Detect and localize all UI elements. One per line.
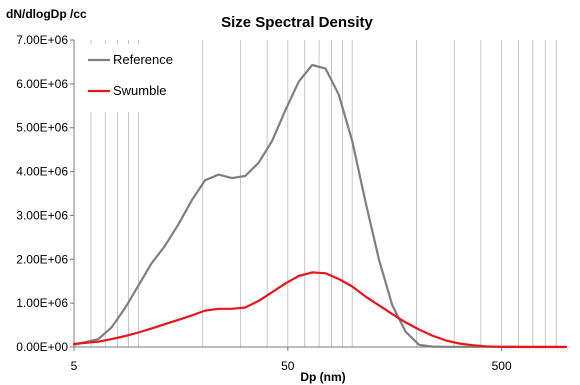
y-tick-label: 3.00E+06 bbox=[16, 208, 68, 222]
legend-label-reference: Reference bbox=[113, 52, 173, 67]
legend-background bbox=[78, 44, 198, 112]
y-tick-label: 5.00E+06 bbox=[16, 121, 68, 135]
x-tick-labels: 5 50 500 bbox=[71, 359, 512, 373]
y-tick-label: 1.00E+06 bbox=[16, 296, 68, 310]
series-lines bbox=[72, 63, 568, 349]
y-tick-label: 0.00E+00 bbox=[16, 340, 68, 354]
x-axis-label: Dp (nm) bbox=[300, 370, 345, 384]
y-tick-label: 7.00E+06 bbox=[16, 33, 68, 47]
legend-label-swumble: Swumble bbox=[113, 83, 166, 98]
legend: Reference Swumble bbox=[78, 44, 198, 112]
y-tick-label: 4.00E+06 bbox=[16, 165, 68, 179]
y-tick-label: 2.00E+06 bbox=[16, 252, 68, 266]
x-tick-label: 500 bbox=[492, 359, 512, 373]
x-tick-label: 5 bbox=[71, 359, 78, 373]
grid-lines bbox=[90, 40, 557, 347]
chart-title: Size Spectral Density bbox=[221, 14, 373, 31]
y-tick-label: 6.00E+06 bbox=[16, 77, 68, 91]
x-tick-label: 50 bbox=[281, 359, 295, 373]
series-line-swumble bbox=[72, 271, 568, 349]
y-axis-label: dN/dlogDp /cc bbox=[6, 7, 87, 21]
y-tick-labels: 0.00E+00 1.00E+06 2.00E+06 3.00E+06 4.00E+06… bbox=[16, 33, 68, 354]
